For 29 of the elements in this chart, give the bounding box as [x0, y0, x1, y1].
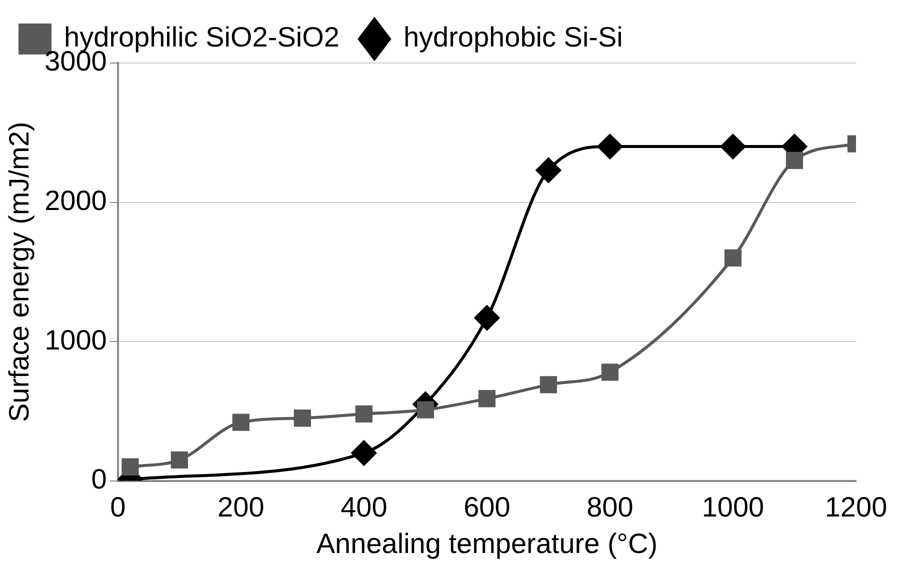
point	[724, 249, 742, 267]
point	[540, 376, 558, 394]
legend-label: hydrophobic Si-Si	[403, 22, 623, 53]
point	[355, 405, 372, 423]
y-axis-title: Surface energy (mJ/m2)	[4, 122, 35, 422]
x-tick-label: 200	[218, 491, 264, 522]
point	[786, 152, 804, 170]
point	[601, 364, 619, 381]
x-tick-label: 400	[340, 491, 388, 522]
point	[122, 458, 139, 476]
point	[478, 390, 496, 408]
y-tick-label: 2000	[44, 184, 107, 216]
point	[474, 305, 500, 330]
point	[351, 440, 376, 466]
y-tick-label: 0	[91, 464, 107, 495]
point	[597, 134, 622, 160]
x-tick-label: 800	[586, 491, 634, 522]
point	[232, 414, 250, 431]
x-tick-label: 1000	[702, 491, 764, 522]
point	[170, 451, 188, 468]
x-tick-label: 1200	[824, 491, 888, 522]
point	[294, 410, 311, 427]
x-axis-title: Annealing temperature (°C)	[316, 528, 658, 559]
point	[416, 401, 434, 418]
y-tick-label: 1000	[44, 324, 107, 356]
point	[536, 158, 561, 183]
x-tick-label: 0	[110, 491, 126, 522]
x-tick-label: 600	[464, 491, 510, 522]
point	[720, 134, 746, 160]
